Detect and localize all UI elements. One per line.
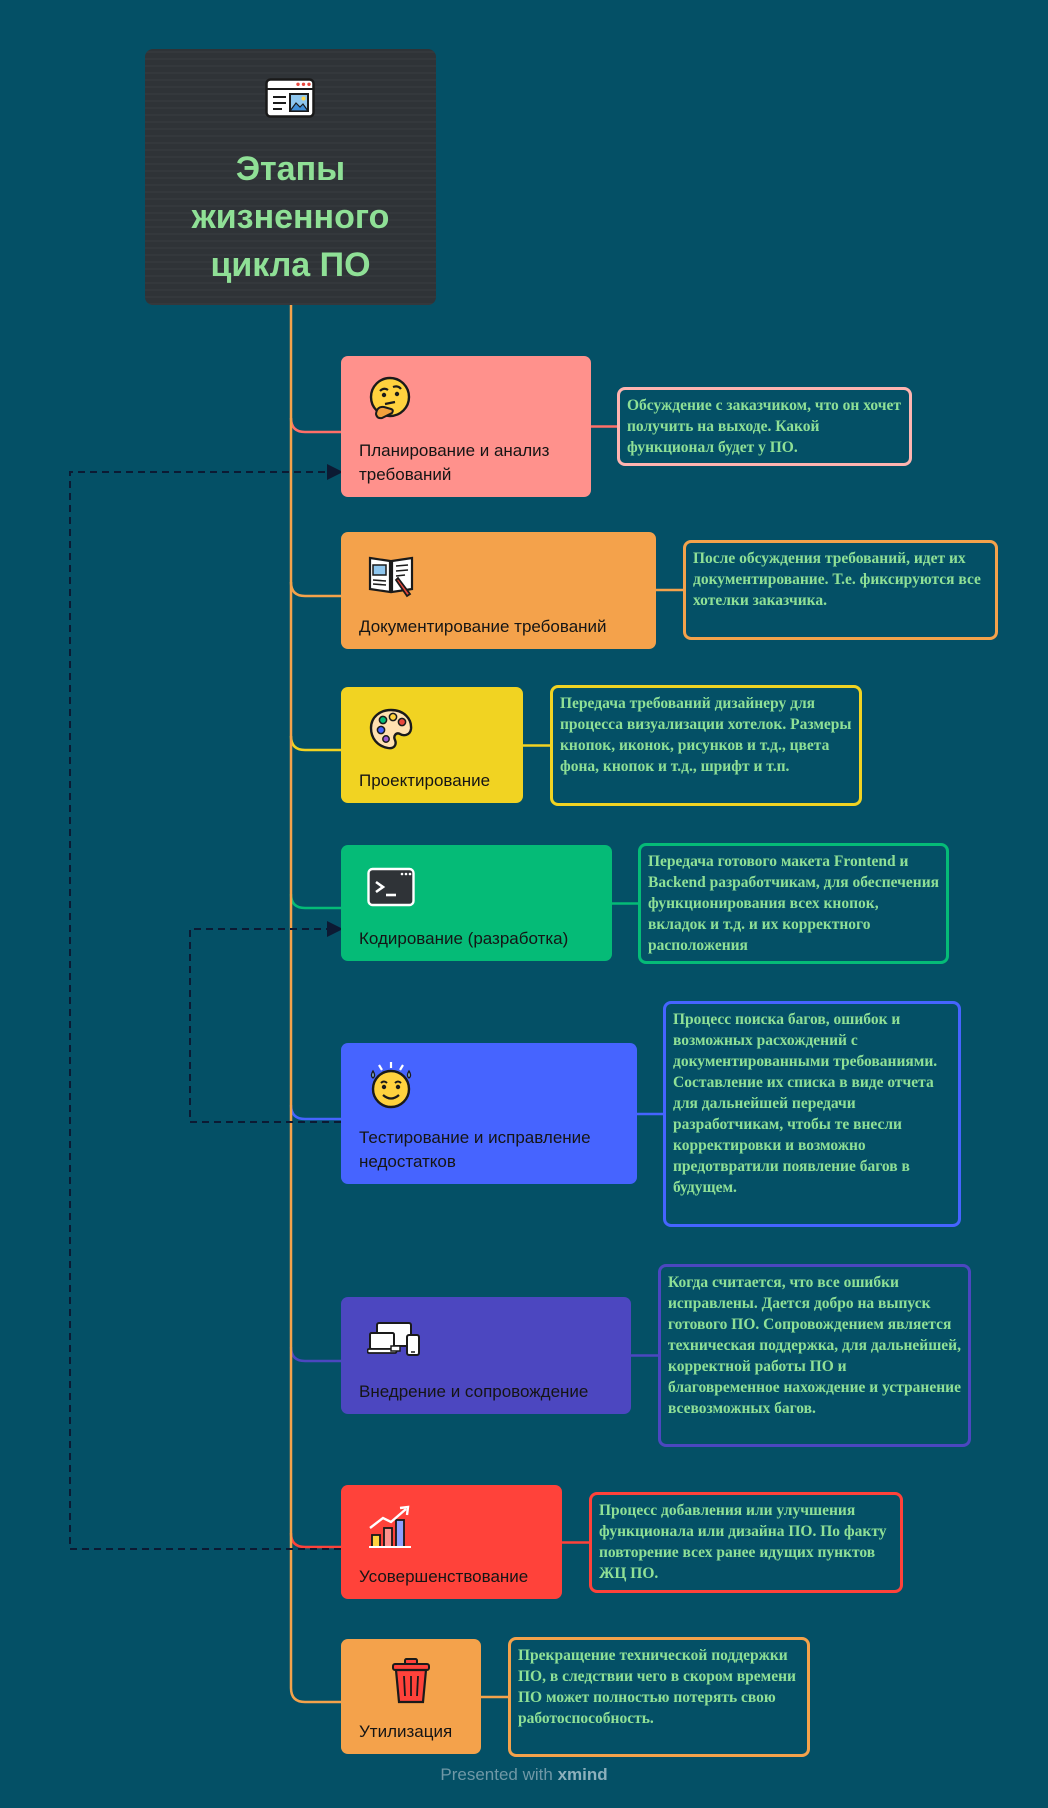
note-deployment: Когда считается, что все ошибки исправле…	[658, 1264, 971, 1447]
relationship-line	[69, 464, 343, 1550]
note-coding: Передача готового макета Frontend и Back…	[638, 843, 949, 964]
footer-text: Presented with	[440, 1765, 553, 1784]
note-disposal: Прекращение технической поддержки ПО, в …	[508, 1637, 810, 1757]
branch-line	[289, 735, 341, 752]
stage-label: Планирование и анализ требований	[359, 441, 550, 484]
branch-line	[289, 1346, 341, 1363]
branch-line	[289, 417, 341, 434]
stage-documentation[interactable]: Документирование требований	[341, 532, 656, 649]
note-planning: Обсуждение с заказчиком, что он хочет по…	[617, 387, 912, 466]
book-pen-icon	[368, 556, 414, 598]
branch-line	[289, 581, 341, 598]
browser-window-icon	[265, 78, 315, 118]
bar-chart-icon	[369, 1505, 411, 1548]
stage-label: Тестирование и исправление недостатков	[359, 1128, 591, 1171]
sweating-face-icon	[370, 1062, 412, 1109]
stage-label: Внедрение и сопровождение	[359, 1382, 589, 1401]
stage-label: Кодирование (разработка)	[359, 929, 569, 948]
root-topic[interactable]: Этапы жизненного цикла ПО	[145, 49, 436, 305]
stage-deployment[interactable]: Внедрение и сопровождение	[341, 1297, 631, 1414]
note-testing: Процесс поиска багов, ошибок и возможных…	[663, 1001, 961, 1227]
terminal-icon	[367, 867, 415, 907]
stage-label: Усовершенствование	[359, 1567, 529, 1586]
thinking-face-icon	[369, 376, 411, 420]
branch-line	[289, 893, 341, 910]
stage-label: Проектирование	[359, 771, 491, 790]
note-design: Передача требований дизайнеру для процес…	[550, 685, 862, 806]
stage-label: Утилизация	[359, 1722, 453, 1741]
note-improvement: Процесс добавления или улучшения функцио…	[589, 1492, 903, 1593]
devices-icon	[367, 1322, 420, 1356]
footer: Presented with xmind	[0, 1765, 1048, 1785]
relationship-line	[189, 921, 343, 1123]
stage-disposal[interactable]: Утилизация	[341, 1639, 481, 1754]
note-documentation: После обсуждения требований, идет их док…	[683, 540, 998, 640]
artist-palette-icon	[369, 708, 413, 750]
branch-line	[289, 1687, 341, 1704]
footer-brand[interactable]: xmind	[557, 1765, 608, 1784]
stage-coding[interactable]: Кодирование (разработка)	[341, 845, 612, 961]
branch-line	[289, 1104, 341, 1121]
branch-line	[289, 1532, 341, 1549]
stage-testing[interactable]: Тестирование и исправление недостатков	[341, 1043, 637, 1184]
stage-planning[interactable]: Планирование и анализ требований	[341, 356, 591, 497]
trash-can-icon	[392, 1658, 430, 1704]
stage-label: Документирование требований	[359, 617, 607, 636]
root-title: Этапы жизненного цикла ПО	[191, 150, 390, 284]
stage-design[interactable]: Проектирование	[341, 687, 523, 803]
stage-improvement[interactable]: Усовершенствование	[341, 1485, 562, 1599]
